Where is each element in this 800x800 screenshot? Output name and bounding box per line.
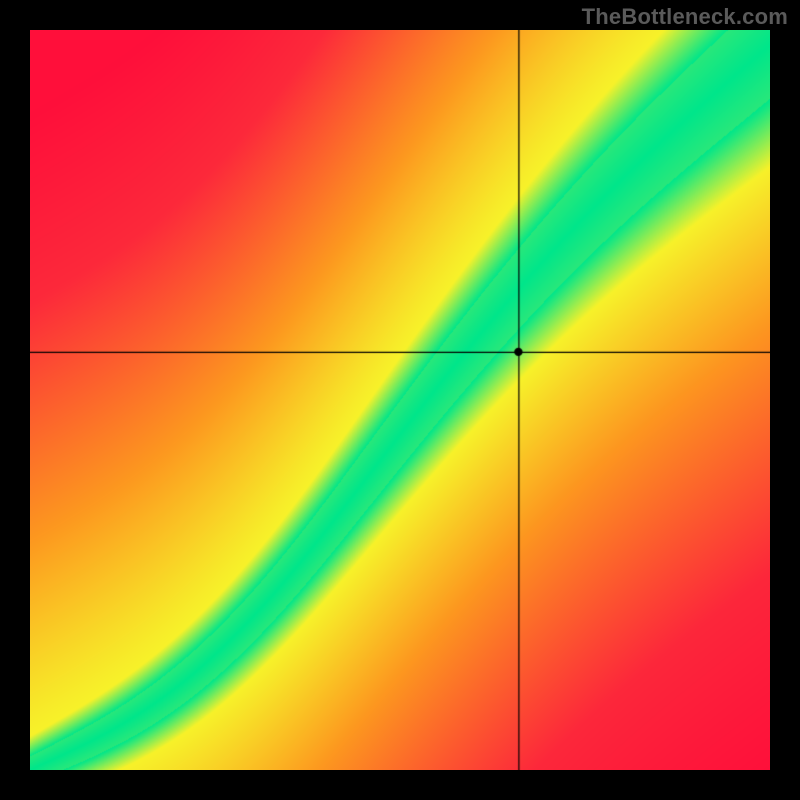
watermark-text: TheBottleneck.com [582, 4, 788, 30]
bottleneck-heatmap [30, 30, 770, 770]
figure-frame: TheBottleneck.com [0, 0, 800, 800]
